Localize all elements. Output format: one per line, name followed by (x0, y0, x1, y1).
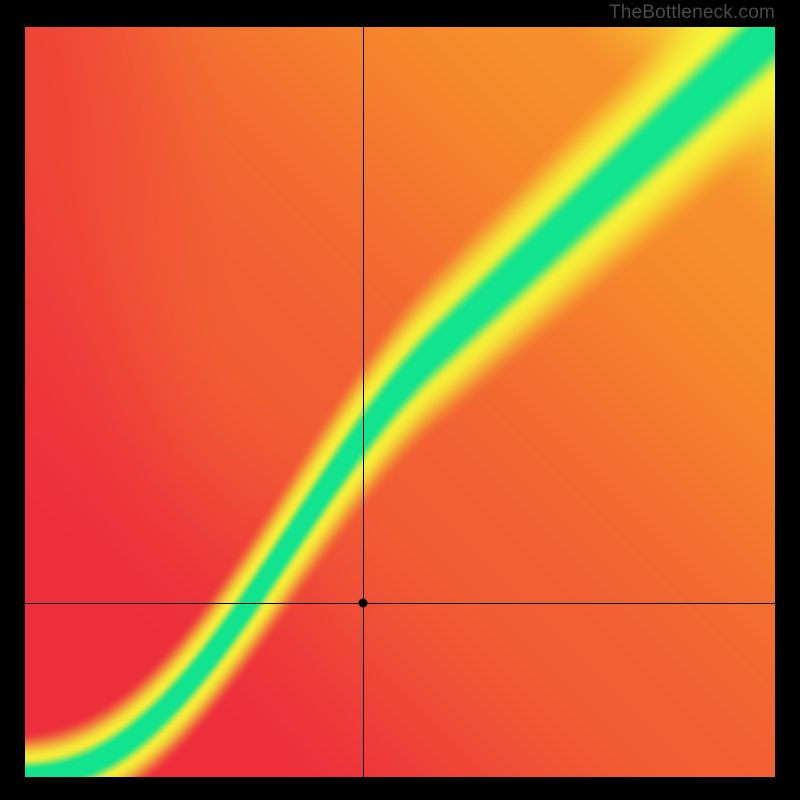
crosshair-marker (358, 599, 367, 608)
chart-frame: TheBottleneck.com (0, 0, 800, 800)
plot-area (25, 27, 775, 777)
watermark-text: TheBottleneck.com (609, 2, 775, 24)
heatmap-canvas (25, 27, 775, 777)
crosshair-vertical (363, 27, 364, 777)
crosshair-horizontal (25, 603, 775, 604)
